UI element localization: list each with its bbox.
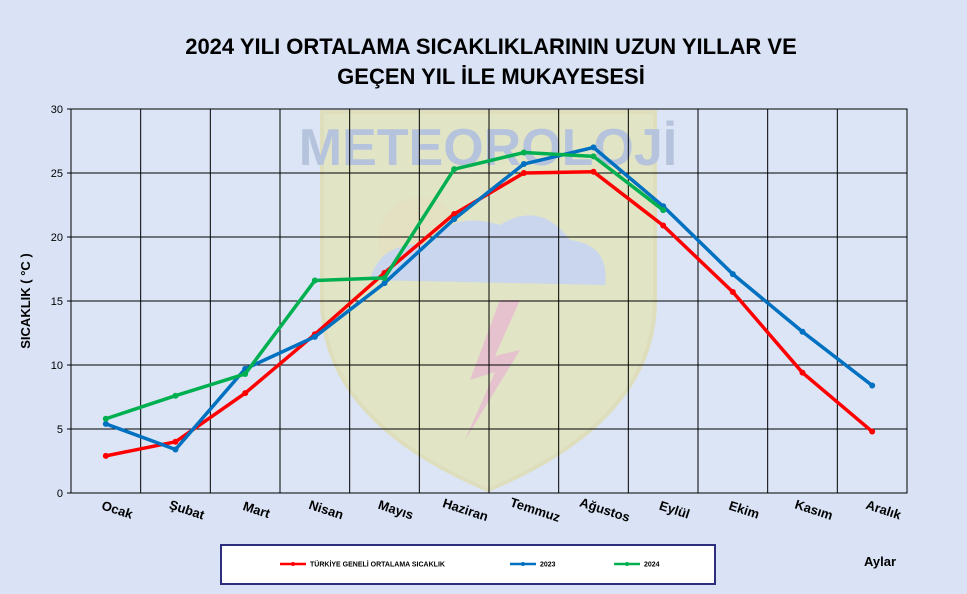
x-tick-label: Nisan <box>307 497 345 522</box>
x-tick-label: Ekim <box>727 498 761 522</box>
series-point <box>311 333 318 340</box>
y-tick-label: 0 <box>57 488 63 500</box>
series-point <box>451 210 458 217</box>
series-point <box>869 382 876 389</box>
x-tick-label: Ocak <box>100 498 136 522</box>
series-lines <box>102 144 876 459</box>
series-point <box>729 271 736 278</box>
x-tick-label: Şubat <box>167 497 207 523</box>
series-point <box>381 280 388 287</box>
x-tick-label: Kasım <box>793 497 835 523</box>
chart-title-line-1: 2024 YILI ORTALAMA SICAKLIKLARININ UZUN … <box>185 34 797 59</box>
legend-label-0: TÜRKİYE GENELİ ORTALAMA SICAKLIK <box>310 560 445 569</box>
x-tick-label: Ağustos <box>578 495 632 525</box>
chart-title-line-2: GEÇEN YIL İLE MUKAYESESİ <box>337 64 645 89</box>
series-point <box>172 392 179 399</box>
legend: TÜRKİYE GENELİ ORTALAMA SICAKLIK 2023 2024 <box>220 544 716 585</box>
series-point <box>102 415 109 422</box>
y-tick-label: 20 <box>51 232 63 244</box>
legend-label-1: 2023 <box>540 562 556 569</box>
series-point <box>451 166 458 173</box>
y-axis-label: SICAKLIK ( °C ) <box>18 253 33 348</box>
legend-label-2: 2024 <box>644 562 660 569</box>
x-axis-label: Aylar <box>864 554 896 569</box>
y-tick-label: 30 <box>51 104 63 116</box>
series-point <box>242 370 249 377</box>
y-tick-label: 5 <box>57 424 63 436</box>
x-tick-label: Aralık <box>864 497 904 523</box>
series-point <box>799 328 806 335</box>
x-tick-label: Mart <box>241 498 272 521</box>
series-point <box>660 222 667 229</box>
series-point <box>660 207 667 214</box>
series-point <box>590 153 597 160</box>
series-point <box>311 277 318 284</box>
series-point <box>590 168 597 175</box>
series-point <box>520 170 527 176</box>
series-point <box>242 390 249 397</box>
x-tick-label: Mayıs <box>376 497 415 522</box>
x-axis-ticks: Ocak Şubat Mart Nisan Mayıs Haziran Temmuz Ağus… <box>100 495 904 525</box>
series-point <box>729 289 736 296</box>
y-tick-label: 10 <box>51 360 63 372</box>
series-point <box>102 420 109 427</box>
series-point <box>869 428 876 435</box>
x-tick-label: Haziran <box>441 495 490 524</box>
y-axis-ticks: 0 5 10 15 20 25 30 <box>51 104 71 500</box>
watermark-text: METEOROLOJİ <box>299 119 677 177</box>
series-point <box>799 369 806 376</box>
y-tick-label: 15 <box>51 296 63 308</box>
x-tick-label: Temmuz <box>508 495 562 525</box>
series-point <box>172 438 179 445</box>
x-tick-label: Eylül <box>657 498 691 522</box>
series-point <box>102 452 109 459</box>
series-point <box>451 216 458 223</box>
series-point <box>381 274 388 281</box>
series-point <box>590 144 597 151</box>
series-point <box>520 149 527 156</box>
legend-marker-0 <box>291 562 295 566</box>
series-point <box>172 446 179 453</box>
legend-marker-1 <box>521 562 525 566</box>
legend-marker-2 <box>625 562 629 566</box>
series-point <box>520 161 527 168</box>
y-tick-label: 25 <box>51 168 63 180</box>
series-line-1 <box>105 145 874 452</box>
